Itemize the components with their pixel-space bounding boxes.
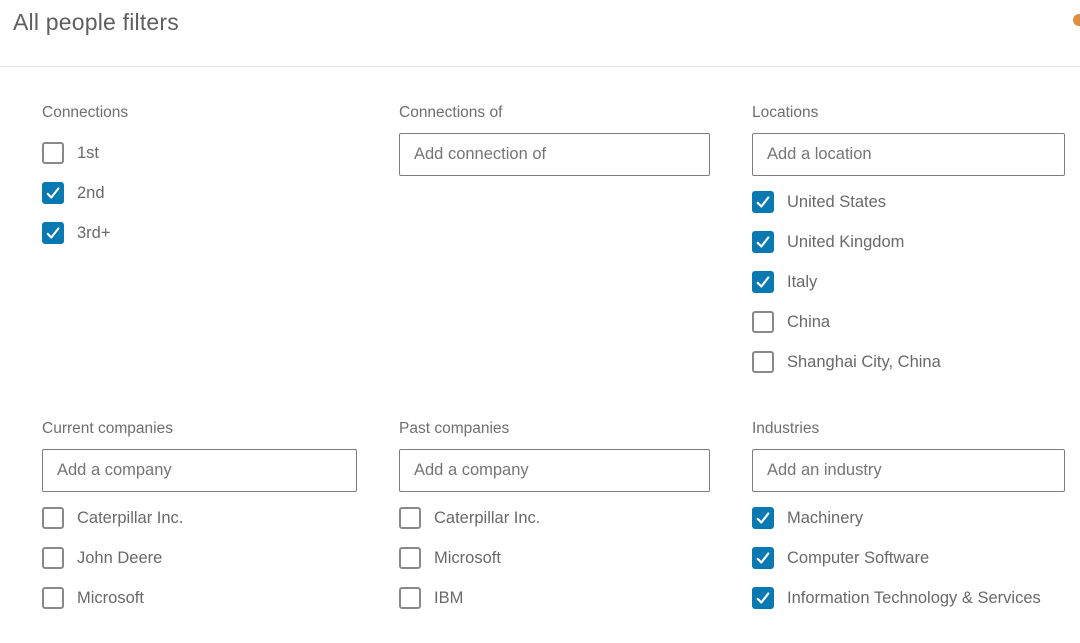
section-label: Industries [752, 420, 820, 437]
filter-option-caterpillar-current[interactable]: Caterpillar Inc. [42, 498, 357, 538]
filter-option-label: Computer Software [787, 548, 930, 567]
section-label: Connections of [399, 104, 503, 121]
filter-option-label: United States [787, 192, 887, 211]
filter-option-label: 1st [77, 143, 100, 162]
filter-option-microsoft-past[interactable]: Microsoft [399, 538, 710, 578]
filter-option-label: Microsoft [77, 588, 144, 607]
section-label: Connections [42, 104, 129, 121]
section-industries: Industries Machinery Computer Software I… [752, 420, 1065, 618]
checkbox-unchecked-icon[interactable] [42, 587, 64, 609]
checkbox-unchecked-icon[interactable] [399, 507, 421, 529]
filter-option-computer-software[interactable]: Computer Software [752, 538, 1065, 578]
checkbox-unchecked-icon[interactable] [399, 587, 421, 609]
section-connections: Connections 1st 2nd 3rd+ [42, 104, 357, 382]
notification-dot-icon [1073, 14, 1080, 26]
checkbox-checked-icon[interactable] [42, 222, 64, 244]
filter-option-machinery[interactable]: Machinery [752, 498, 1065, 538]
filter-option-caterpillar-past[interactable]: Caterpillar Inc. [399, 498, 710, 538]
filter-option-ibm[interactable]: IBM [399, 578, 710, 618]
checkbox-unchecked-icon[interactable] [42, 142, 64, 164]
filter-option-shanghai-city[interactable]: Shanghai City, China [752, 342, 1065, 382]
checkbox-unchecked-icon[interactable] [752, 311, 774, 333]
checkbox-unchecked-icon[interactable] [42, 547, 64, 569]
checkbox-checked-icon[interactable] [42, 182, 64, 204]
section-past-companies: Past companies Caterpillar Inc. Microsof… [399, 420, 710, 618]
filter-option-label: United Kingdom [787, 232, 905, 251]
filter-option-label: Caterpillar Inc. [77, 508, 184, 527]
filter-option-united-states[interactable]: United States [752, 182, 1065, 222]
filter-option-label: Caterpillar Inc. [434, 508, 541, 527]
filter-option-john-deere[interactable]: John Deere [42, 538, 357, 578]
filter-option-it-services[interactable]: Information Technology & Services [752, 578, 1065, 618]
filter-option-italy[interactable]: Italy [752, 262, 1065, 302]
checkbox-unchecked-icon[interactable] [399, 547, 421, 569]
current-company-input[interactable] [42, 449, 357, 492]
checkbox-unchecked-icon[interactable] [42, 507, 64, 529]
section-locations: Locations United States United Kingdom I… [752, 104, 1065, 382]
filter-option-label: Microsoft [434, 548, 501, 567]
industry-input[interactable] [752, 449, 1065, 492]
filter-option-3rd[interactable]: 3rd+ [42, 213, 357, 253]
page-title: All people filters [13, 9, 179, 35]
filter-option-label: Italy [787, 272, 818, 291]
filter-option-label: 2nd [77, 183, 105, 202]
section-label: Past companies [399, 420, 510, 437]
filter-option-label: 3rd+ [77, 223, 111, 242]
filter-option-label: Information Technology & Services [787, 588, 1041, 607]
filter-option-label: Shanghai City, China [787, 352, 941, 371]
page-header: All people filters [0, 0, 1080, 67]
filter-option-label: John Deere [77, 548, 163, 567]
filter-option-china[interactable]: China [752, 302, 1065, 342]
section-label: Locations [752, 104, 819, 121]
connections-of-input[interactable] [399, 133, 710, 176]
location-input[interactable] [752, 133, 1065, 176]
checkbox-checked-icon[interactable] [752, 507, 774, 529]
section-connections-of: Connections of [399, 104, 710, 382]
filter-option-1st[interactable]: 1st [42, 133, 357, 173]
checkbox-checked-icon[interactable] [752, 587, 774, 609]
filter-option-label: IBM [434, 588, 464, 607]
checkbox-checked-icon[interactable] [752, 191, 774, 213]
filter-option-label: China [787, 312, 831, 331]
checkbox-checked-icon[interactable] [752, 547, 774, 569]
checkbox-checked-icon[interactable] [752, 231, 774, 253]
checkbox-unchecked-icon[interactable] [752, 351, 774, 373]
filter-option-microsoft-current[interactable]: Microsoft [42, 578, 357, 618]
section-current-companies: Current companies Caterpillar Inc. John … [42, 420, 357, 618]
filters-grid: Connections 1st 2nd 3rd+ Connections of … [42, 104, 1065, 618]
past-company-input[interactable] [399, 449, 710, 492]
filter-option-2nd[interactable]: 2nd [42, 173, 357, 213]
filter-option-label: Machinery [787, 508, 864, 527]
checkbox-checked-icon[interactable] [752, 271, 774, 293]
section-label: Current companies [42, 420, 173, 437]
filter-option-united-kingdom[interactable]: United Kingdom [752, 222, 1065, 262]
